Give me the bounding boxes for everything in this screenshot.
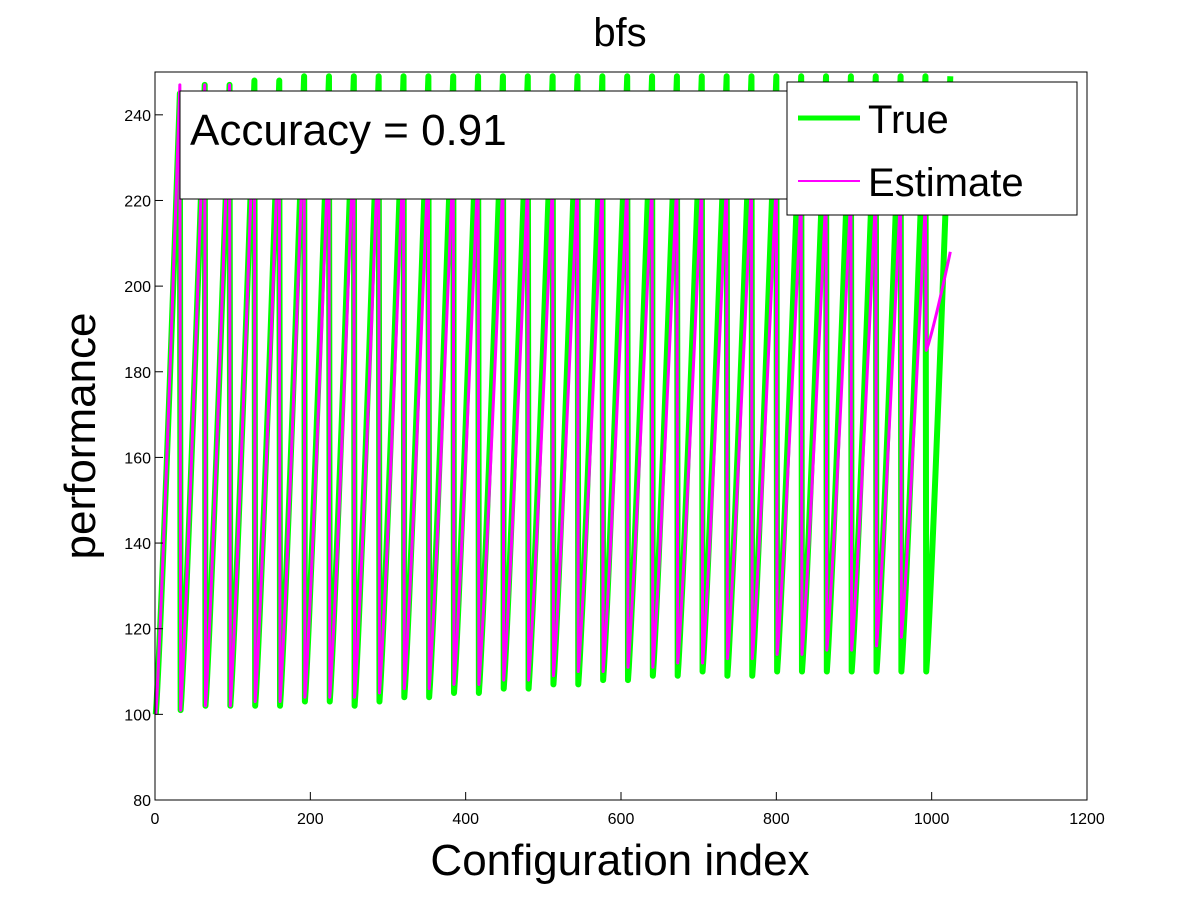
legend-frame xyxy=(786,81,1078,216)
x-tick-label: 800 xyxy=(763,811,790,828)
y-tick-label: 120 xyxy=(124,622,151,639)
legend: True Estimate xyxy=(786,81,1078,216)
accuracy-annotation-frame xyxy=(179,90,813,200)
x-tick-label: 200 xyxy=(297,811,324,828)
axis-ticks: 0 200 400 600 800 1000 1200 80 100 120 140 160 180 20… xyxy=(124,108,1105,828)
x-tick-label: 1200 xyxy=(1069,811,1105,828)
x-tick-label: 0 xyxy=(151,811,160,828)
y-tick-label: 240 xyxy=(124,108,151,125)
x-tick-label: 400 xyxy=(452,811,479,828)
y-tick-label: 220 xyxy=(124,193,151,210)
legend-label-estimate: Estimate xyxy=(868,161,1024,205)
y-tick-label: 80 xyxy=(133,793,151,810)
accuracy-annotation-box: Accuracy = 0.91 xyxy=(179,90,813,200)
x-tick-label: 600 xyxy=(608,811,635,828)
y-tick-label: 140 xyxy=(124,536,151,553)
y-tick-label: 160 xyxy=(124,450,151,467)
accuracy-annotation: Accuracy = 0.91 xyxy=(190,106,507,155)
y-tick-label: 180 xyxy=(124,365,151,382)
x-axis-label: Configuration index xyxy=(430,836,809,885)
y-axis-label: performance xyxy=(56,312,105,559)
y-tick-label: 200 xyxy=(124,279,151,296)
y-tick-label: 100 xyxy=(124,707,151,724)
x-tick-label: 1000 xyxy=(914,811,950,828)
plot-area xyxy=(152,73,954,715)
chart-title: bfs xyxy=(593,11,646,55)
series-line-estimate xyxy=(154,83,952,715)
legend-label-true: True xyxy=(868,98,949,142)
